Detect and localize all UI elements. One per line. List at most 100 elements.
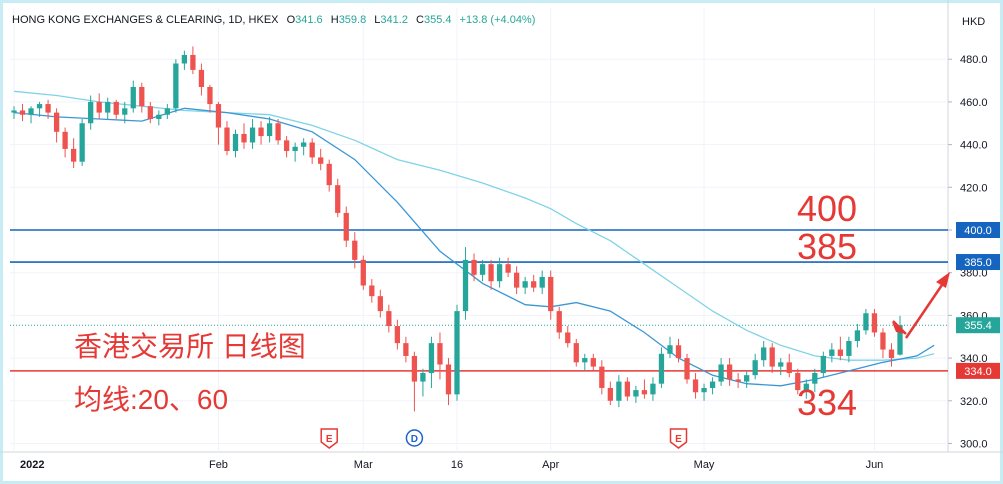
candle-body (454, 311, 460, 395)
candle-body (531, 281, 537, 288)
candle-body (156, 114, 162, 119)
candle-body (761, 347, 767, 361)
candle-body (548, 276, 554, 312)
legend-symbol: HONG KONG EXCHANGES & CLEARING, 1D, HKEX (12, 14, 279, 26)
candle-body (11, 110, 17, 113)
ma60-line (13, 90, 935, 361)
price-badge-400 (956, 222, 1000, 238)
candle-body (147, 106, 153, 119)
candle-body (462, 259, 469, 312)
candle-body (565, 332, 571, 344)
event-marker-earnings (669, 428, 688, 449)
candle-body (266, 123, 273, 137)
candle-body (207, 86, 213, 105)
y-tick-label: 460.0 (960, 97, 988, 109)
y-tick-label: 440.0 (960, 140, 988, 152)
candle-body (658, 353, 665, 384)
moving-averages (13, 90, 935, 387)
candle-body (428, 343, 435, 374)
x-tick-label: Feb (209, 459, 228, 471)
candle-body (769, 347, 775, 367)
price-axis[interactable]: 300.0320.0340.0360.0380.0400.0420.0440.0… (948, 54, 1000, 450)
candle-body (880, 332, 886, 350)
candle-body (198, 69, 205, 87)
price-badge-385 (956, 254, 1000, 271)
candle-body (675, 345, 682, 359)
candle-body (292, 146, 298, 152)
candle-body (624, 381, 631, 397)
legend: HONG KONG EXCHANGES & CLEARING, 1D, HKEX… (12, 14, 540, 26)
event-marker-label: D (411, 434, 418, 445)
event-marker-dividend (405, 429, 424, 447)
candle-body (812, 373, 818, 384)
candle-body (607, 387, 613, 401)
candle-body (36, 104, 43, 109)
candle-body (718, 364, 724, 382)
candle-body (96, 101, 102, 113)
candle-body (505, 264, 511, 273)
candle-body (215, 104, 222, 128)
candle-body (386, 311, 392, 327)
annotation-ma-note: 均线:20、60 (74, 384, 228, 415)
x-tick-label: Mar (354, 459, 373, 471)
candle-body (105, 101, 111, 113)
candle-body (70, 148, 77, 162)
y-tick-label: 380.0 (960, 268, 988, 280)
candle-body (275, 123, 281, 141)
candle-body (863, 313, 869, 331)
candle-body (522, 281, 528, 288)
candle-body (79, 123, 85, 162)
candle-body (616, 381, 622, 401)
ma20-line (13, 107, 935, 387)
candle-body (360, 259, 366, 286)
candle-body (309, 142, 315, 158)
x-tick-label: 2022 (20, 459, 44, 471)
annotation-400: 400 (797, 188, 857, 229)
candle-body (249, 127, 256, 143)
annotation-334: 334 (797, 382, 857, 423)
candle-body (854, 330, 861, 341)
candle-body (650, 383, 656, 395)
candle-body (803, 383, 809, 391)
time-axis[interactable]: 2022 Feb Mar 16 Apr May Jun (20, 459, 883, 471)
candle-body (224, 127, 230, 152)
annotation-chinese-title: 香港交易所 日线图 (74, 331, 306, 362)
candle-body (335, 185, 341, 213)
legend-open: O341.6 (286, 14, 323, 26)
price-badge-label: 385.0 (964, 257, 992, 269)
candle-body (590, 358, 596, 367)
candle-body (667, 345, 673, 354)
candle-body (479, 264, 486, 275)
candle-body (19, 110, 26, 115)
y-tick-label: 320.0 (960, 396, 988, 408)
candle-body (190, 54, 196, 70)
event-marker-label: E (675, 434, 682, 445)
x-tick-label: 16 (451, 459, 463, 471)
candle-body (403, 343, 409, 356)
candle-body (599, 366, 605, 388)
candle-body (752, 360, 758, 376)
price-badge-label: 334.0 (964, 366, 992, 378)
candle-body (871, 313, 878, 333)
candle-body (88, 101, 94, 124)
candle-body (445, 364, 452, 395)
candle-body (173, 63, 179, 109)
price-badge-label: 400.0 (964, 225, 992, 237)
candle-body (573, 343, 579, 363)
candle-body (888, 349, 895, 359)
candle-body (326, 163, 332, 186)
candle-body (318, 157, 324, 164)
candle-body (53, 112, 60, 132)
candle-body (726, 364, 733, 380)
y-tick-label: 480.0 (960, 54, 988, 66)
y-tick-label: 300.0 (960, 438, 988, 450)
candles (11, 46, 903, 412)
x-tick-label: Apr (542, 459, 559, 471)
candle-body (820, 355, 826, 374)
candle-body (232, 133, 239, 152)
x-tick-label: May (694, 459, 715, 471)
candle-body (744, 375, 750, 382)
candle-body (692, 379, 699, 393)
candle-body (377, 296, 383, 312)
